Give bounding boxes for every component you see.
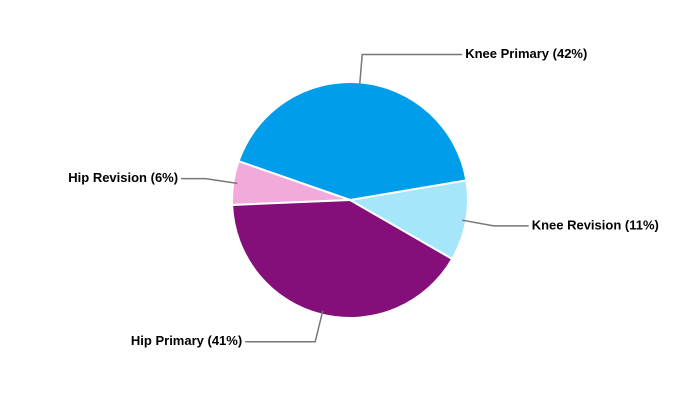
slice-label: Knee Revision (11%): [532, 217, 659, 232]
slice-label: Hip Revision (6%): [68, 170, 178, 185]
leader-line: [181, 177, 238, 185]
slice-label: Knee Primary (42%): [465, 46, 587, 61]
slice-label: Hip Primary (41%): [131, 333, 242, 348]
leader-line: [462, 219, 529, 227]
leader-line: [358, 53, 463, 87]
leader-line: [245, 310, 324, 343]
